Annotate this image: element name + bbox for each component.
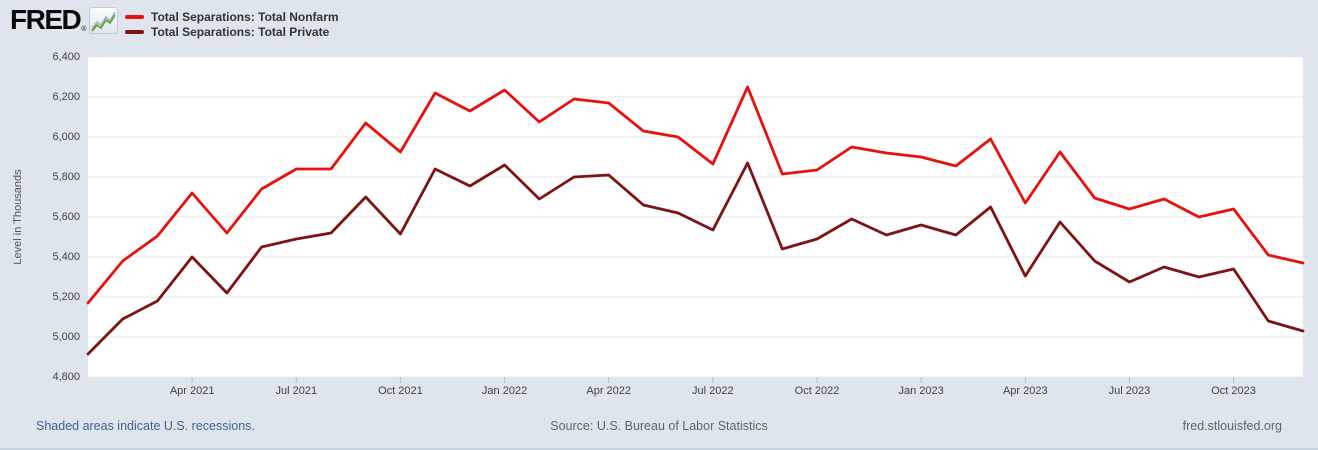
footer: Shaded areas indicate U.S. recessions. S… — [0, 419, 1318, 437]
y-tick-label: 6,200 — [52, 91, 80, 103]
recessions-note-link[interactable]: Shaded areas indicate U.S. recessions. — [36, 419, 255, 433]
private-series-swatch — [125, 29, 144, 34]
x-tick-label: Apr 2021 — [169, 385, 215, 397]
x-tick-label: Oct 2022 — [794, 385, 840, 397]
private-series-label: Total Separations: Total Private — [151, 24, 330, 39]
y-tick-label: 4,800 — [52, 371, 80, 383]
y-tick-label: 6,400 — [52, 51, 80, 63]
y-tick-label: 6,000 — [52, 131, 80, 143]
fred-logo[interactable]: FRED ® — [10, 4, 119, 35]
x-tick-label: Apr 2022 — [586, 385, 632, 397]
total-nonfarm-line — [86, 85, 1305, 305]
x-tick-label: Oct 2021 — [378, 385, 423, 397]
y-tick-label: 5,800 — [52, 171, 80, 183]
nonfarm-series-swatch — [125, 14, 144, 19]
source-text: Source: U.S. Bureau of Labor Statistics — [550, 419, 768, 433]
y-tick-label: 5,000 — [52, 331, 80, 343]
x-tick-label: Jul 2022 — [692, 385, 734, 397]
y-tick-label: 5,400 — [52, 251, 80, 263]
x-tick-label: Jul 2023 — [1108, 385, 1151, 397]
y-tick-label: 5,200 — [52, 291, 80, 303]
fred-site-link[interactable]: fred.stlouisfed.org — [1182, 419, 1282, 433]
registered-mark: ® — [81, 26, 87, 33]
x-tick-label: Apr 2023 — [1002, 385, 1048, 397]
y-tick-label: 5,600 — [52, 211, 80, 223]
fred-sparkline-icon — [89, 6, 119, 34]
legend-item-nonfarm: Total Separations: Total Nonfarm — [125, 9, 339, 24]
fred-logo-text: FRED — [10, 4, 82, 35]
total-private-line — [86, 161, 1305, 356]
y-axis-tick-labels: 6,400 6,200 6,000 5,800 5,600 5,400 5,200 5,000… — [2, 0, 80, 448]
x-tick-label: Jan 2023 — [898, 385, 944, 397]
legend-item-private: Total Separations: Total Private — [125, 24, 339, 39]
x-tick-label: Jul 2021 — [275, 385, 318, 397]
x-tick-label: Oct 2023 — [1211, 385, 1256, 397]
x-tick-label: Jan 2022 — [481, 385, 528, 397]
legend: Total Separations: Total Nonfarm Total S… — [125, 9, 339, 39]
nonfarm-series-label: Total Separations: Total Nonfarm — [151, 9, 339, 24]
